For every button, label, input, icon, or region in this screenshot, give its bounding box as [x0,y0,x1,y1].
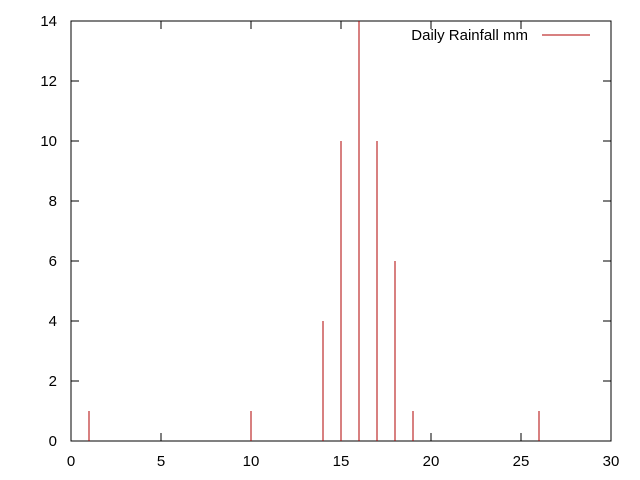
x-tick-label: 5 [157,453,165,470]
y-tick-label: 6 [49,253,57,270]
x-tick-label: 20 [423,453,440,470]
y-tick-label: 12 [40,73,57,90]
x-tick-label: 15 [333,453,350,470]
x-tick-label: 30 [603,453,620,470]
x-tick-label: 25 [513,453,530,470]
y-tick-label: 4 [49,313,57,330]
y-tick-label: 8 [49,193,57,210]
y-tick-label: 10 [40,133,57,150]
x-tick-label: 0 [67,453,75,470]
legend: Daily Rainfall mm [411,27,590,44]
y-axis: 0 2 4 6 8 10 12 14 [40,13,611,450]
x-axis: 0 5 10 15 20 25 30 [67,21,620,470]
y-tick-label: 0 [49,433,57,450]
y-tick-label: 2 [49,373,57,390]
legend-label: Daily Rainfall mm [411,27,528,44]
data-series [88,21,540,441]
y-tick-label: 14 [40,13,57,30]
x-tick-label: 10 [243,453,260,470]
